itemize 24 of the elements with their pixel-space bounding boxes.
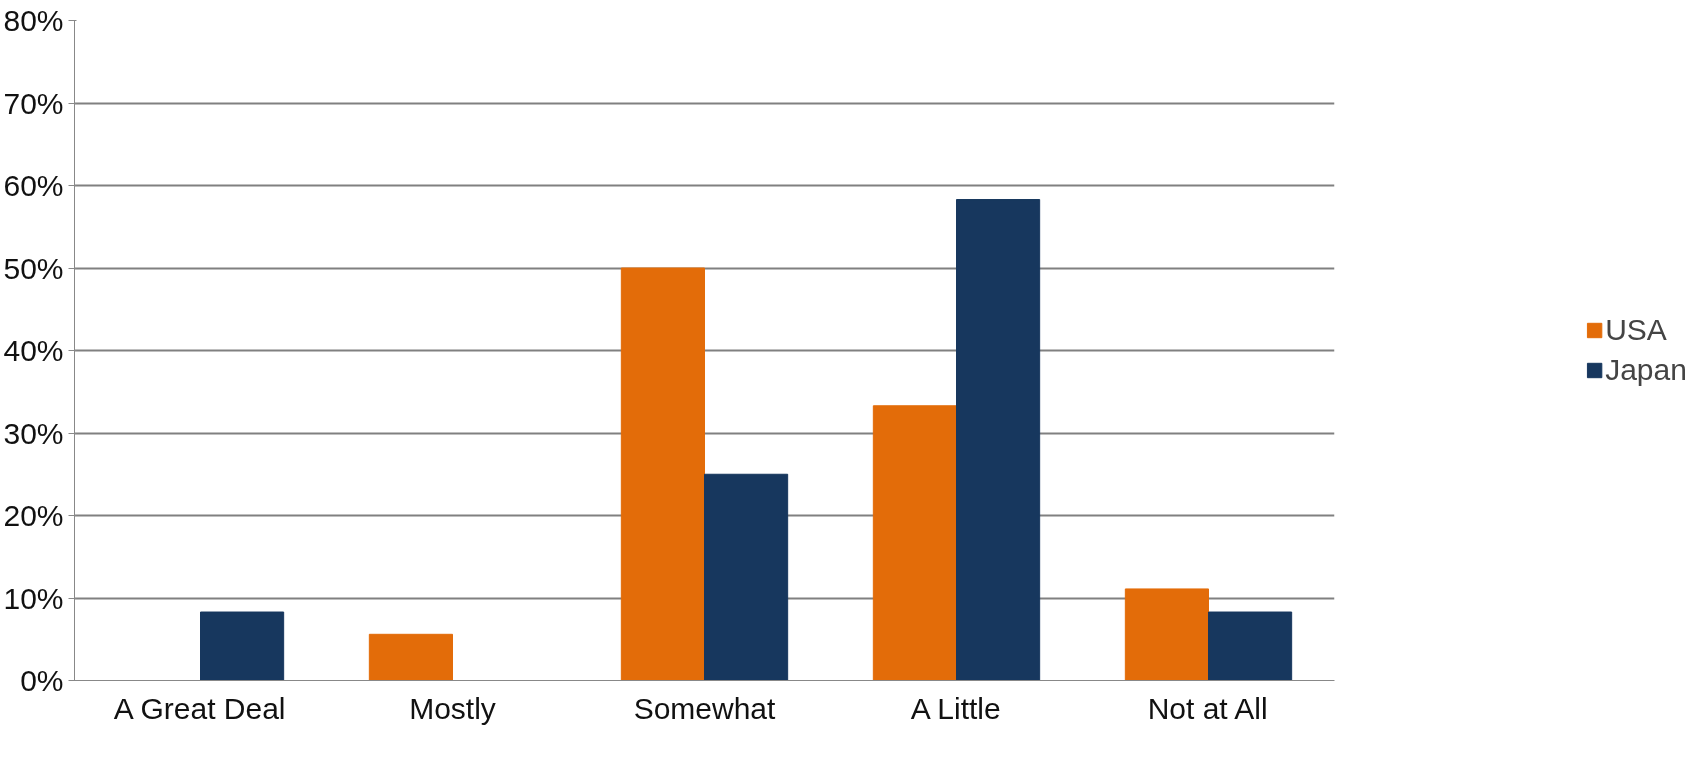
x-tick-label: A Great Deal — [113, 691, 286, 725]
x-tick-label: Mostly — [409, 691, 496, 725]
x-tick-label: A Little — [910, 691, 1001, 725]
bar — [620, 267, 705, 681]
y-tick-label: 60% — [3, 169, 64, 202]
legend-label: USA — [1605, 313, 1667, 347]
bar — [704, 473, 789, 681]
bar — [956, 199, 1041, 681]
y-tick-label: 30% — [3, 416, 64, 450]
y-tick-label: 80% — [3, 4, 64, 37]
bar — [872, 405, 957, 681]
bar — [200, 611, 285, 681]
y-tick-label: 20% — [3, 499, 64, 532]
bar — [368, 633, 453, 681]
y-tick-label: 10% — [3, 581, 64, 615]
bar — [1124, 588, 1209, 681]
x-tick-label: Not at All — [1147, 691, 1268, 725]
x-tick-label: Somewhat — [633, 691, 777, 725]
bar — [1208, 611, 1293, 681]
y-tick-label: 40% — [3, 334, 64, 367]
y-tick-label: 0% — [20, 664, 64, 697]
y-tick-label: 70% — [3, 86, 64, 120]
legend-label: Japan — [1605, 353, 1687, 387]
y-tick-label: 50% — [3, 251, 64, 285]
